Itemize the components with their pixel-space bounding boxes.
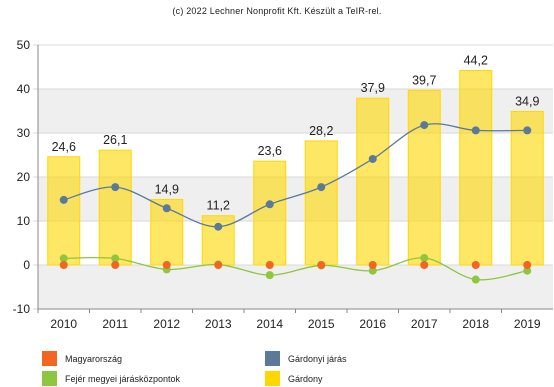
point-gardonyi-jaras [162, 204, 171, 213]
bar-value-label: 11,2 [207, 199, 230, 213]
bar [98, 149, 132, 266]
point-gardonyi-jaras [523, 126, 532, 135]
legend-item-gardonyi-jaras[interactable]: Gárdonyi járás [265, 351, 347, 366]
legend-item-fejer-megyei[interactable]: Fejér megyei járásközpontok [42, 371, 180, 386]
y-tick-label: 0 [23, 258, 30, 272]
point-gardonyi-jaras [471, 126, 480, 135]
point-magyarorszag [111, 261, 120, 269]
legend-item-magyarorszag[interactable]: Magyarország [42, 351, 122, 366]
point-fejer-megyei [420, 253, 429, 262]
legend-item-gardony[interactable]: Gárdony [265, 371, 323, 386]
y-tick-label: 30 [17, 126, 31, 140]
point-gardonyi-jaras [317, 183, 326, 192]
x-tick-label: 2016 [359, 317, 386, 331]
bar-value-label: 44,2 [464, 54, 488, 68]
y-tick-label: 50 [17, 38, 31, 52]
x-tick-label: 2013 [205, 317, 232, 331]
x-tick-label: 2011 [102, 317, 128, 331]
legend-label-gardonyi-jaras: Gárdonyi járás [288, 353, 347, 364]
point-fejer-megyei [111, 254, 120, 263]
bar [407, 89, 441, 266]
point-magyarorszag [162, 261, 171, 269]
chart-svg: -10 0 10 20 30 40 50 2010 2011 2012 2013 2014 2015 20… [13, 38, 553, 331]
point-magyarorszag [265, 261, 274, 269]
bar [304, 140, 338, 266]
x-tick-label: 2017 [411, 317, 438, 331]
bar-value-label: 24,6 [52, 140, 76, 154]
bar-value-label: 34,9 [515, 94, 539, 108]
legend-label-fejer-megyei: Fejér megyei járásközpontok [65, 373, 181, 384]
point-magyarorszag [523, 261, 532, 269]
point-gardonyi-jaras [368, 154, 377, 163]
bar [253, 160, 287, 266]
legend-label-gardony: Gárdony [288, 373, 323, 384]
legend-swatch-gardonyi-jaras [265, 351, 280, 366]
point-gardonyi-jaras [214, 222, 223, 231]
bar [47, 156, 81, 266]
series-line-fejer-megyei [63, 256, 528, 281]
bar-value-label: 23,6 [258, 144, 282, 158]
point-gardonyi-jaras [420, 121, 429, 130]
y-tick-label: 20 [17, 170, 31, 184]
point-gardonyi-jaras [265, 200, 274, 209]
point-magyarorszag [59, 261, 68, 269]
grid-band [38, 265, 553, 309]
point-magyarorszag [317, 261, 326, 269]
x-tick-label: 2018 [462, 317, 489, 331]
series-line-gardonyi-jaras [63, 123, 528, 228]
point-fejer-megyei [59, 254, 68, 263]
bar-value-label: 14,9 [155, 182, 179, 196]
y-tick-label: -10 [13, 302, 31, 316]
legend-label-magyarorszag: Magyarország [65, 353, 123, 364]
y-tick-label: 10 [17, 214, 31, 228]
point-magyarorszag [214, 261, 223, 269]
x-tick-label: 2012 [153, 317, 180, 331]
legend: Magyarország Gárdonyi járás Fejér megyei… [0, 345, 554, 387]
x-tick-label: 2019 [514, 317, 541, 331]
point-fejer-megyei [368, 266, 377, 275]
legend-swatch-gardony [265, 371, 280, 386]
point-fejer-megyei [523, 266, 532, 275]
credit-text: (c) 2022 Lechner Nonprofit Kft. Készült … [172, 6, 382, 16]
point-gardonyi-jaras [111, 183, 120, 192]
legend-swatch-fejer-megyei [42, 371, 57, 386]
bar [356, 97, 390, 266]
x-tick-label: 2015 [308, 317, 335, 331]
bar-value-label: 39,7 [412, 73, 436, 87]
y-tick-label: 40 [17, 82, 31, 96]
bar-value-label: 26,1 [103, 133, 127, 147]
point-gardonyi-jaras [59, 195, 68, 204]
point-fejer-megyei [265, 271, 274, 280]
point-magyarorszag [420, 261, 429, 269]
point-fejer-megyei [471, 275, 480, 284]
point-magyarorszag [368, 261, 377, 269]
bar [510, 110, 544, 266]
x-tick-label: 2014 [256, 317, 283, 331]
bar-value-label: 28,2 [309, 124, 333, 138]
point-magyarorszag [471, 261, 480, 269]
bar-value-label: 37,9 [361, 81, 385, 95]
bar [459, 70, 493, 266]
legend-swatch-magyarorszag [42, 351, 57, 366]
x-tick-label: 2010 [50, 317, 77, 331]
